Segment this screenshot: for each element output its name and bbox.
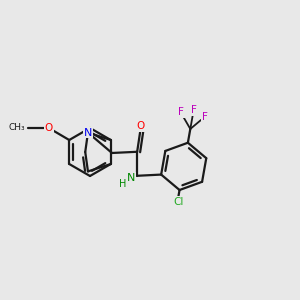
Text: F: F [178, 107, 184, 118]
Text: F: F [191, 105, 197, 115]
Text: F: F [202, 112, 208, 122]
Text: N: N [127, 173, 135, 183]
Text: O: O [136, 121, 145, 131]
Text: H: H [119, 179, 127, 189]
Text: N: N [84, 128, 92, 138]
Text: Cl: Cl [173, 197, 184, 207]
Text: CH₃: CH₃ [9, 124, 26, 133]
Text: O: O [45, 123, 53, 133]
